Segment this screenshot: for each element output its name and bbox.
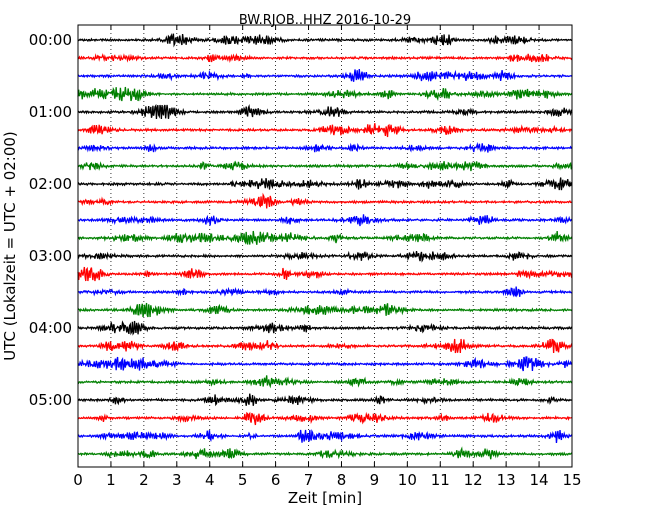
trace-row-8	[77, 177, 573, 191]
trace-row-6	[77, 141, 573, 153]
trace-row-22	[77, 429, 573, 444]
x-tick-label-4: 4	[205, 471, 215, 489]
trace-row-2	[77, 68, 573, 83]
trace-row-13	[77, 266, 573, 282]
trace-row-16	[77, 320, 573, 336]
trace-row-15	[77, 302, 573, 318]
plot-frame	[77, 24, 573, 468]
trace-row-10	[77, 214, 573, 227]
x-tick-label-10: 10	[398, 471, 417, 489]
y-axis-label: UTC (Lokalzeit = UTC + 02:00)	[1, 131, 19, 361]
y-axis-ticks: 00:00 01:00 02:00 03:00 04:00 05:00	[29, 31, 572, 409]
x-tick-label-8: 8	[337, 471, 347, 489]
trace-row-12	[77, 250, 573, 263]
x-tick-label-15: 15	[562, 471, 581, 489]
y-tick-label-01:00: 01:00	[29, 103, 72, 121]
y-tick-label-00:00: 00:00	[29, 31, 72, 49]
trace-row-1	[77, 53, 573, 63]
x-axis-label: Zeit [min]	[288, 489, 362, 507]
trace-row-18	[77, 356, 573, 372]
x-tick-label-12: 12	[464, 471, 483, 489]
y-tick-label-04:00: 04:00	[29, 319, 72, 337]
trace-row-7	[77, 160, 573, 172]
x-tick-label-2: 2	[139, 471, 149, 489]
trace-row-17	[77, 338, 573, 354]
trace-row-23	[77, 446, 573, 460]
trace-row-20	[77, 393, 573, 407]
x-tick-label-11: 11	[431, 471, 450, 489]
trace-row-5	[77, 123, 573, 138]
trace-row-3	[77, 86, 573, 102]
x-tick-label-0: 0	[73, 471, 83, 489]
trace-row-9	[77, 192, 573, 209]
x-tick-label-5: 5	[238, 471, 248, 489]
x-axis-ticks: 0 1 2 3 4 5 6 7 8 9 10 11 12 13 14 15	[73, 25, 582, 489]
x-tick-label-7: 7	[304, 471, 314, 489]
chart-title: BW.RJOB..HHZ 2016-10-29	[239, 13, 411, 28]
trace-row-4	[77, 103, 573, 120]
x-tick-label-9: 9	[370, 471, 380, 489]
trace-row-11	[77, 230, 573, 245]
x-tick-label-14: 14	[530, 471, 549, 489]
x-tick-label-3: 3	[172, 471, 182, 489]
trace-row-19	[77, 375, 573, 389]
trace-row-0	[77, 32, 573, 48]
seismic-traces	[77, 32, 573, 460]
trace-row-21	[77, 411, 573, 426]
y-tick-label-03:00: 03:00	[29, 247, 72, 265]
y-tick-label-05:00: 05:00	[29, 391, 72, 409]
vertical-gridlines	[110, 25, 540, 467]
y-tick-label-02:00: 02:00	[29, 175, 72, 193]
trace-row-14	[77, 286, 573, 298]
x-tick-label-6: 6	[271, 471, 281, 489]
x-tick-label-13: 13	[497, 471, 516, 489]
x-tick-label-1: 1	[106, 471, 116, 489]
